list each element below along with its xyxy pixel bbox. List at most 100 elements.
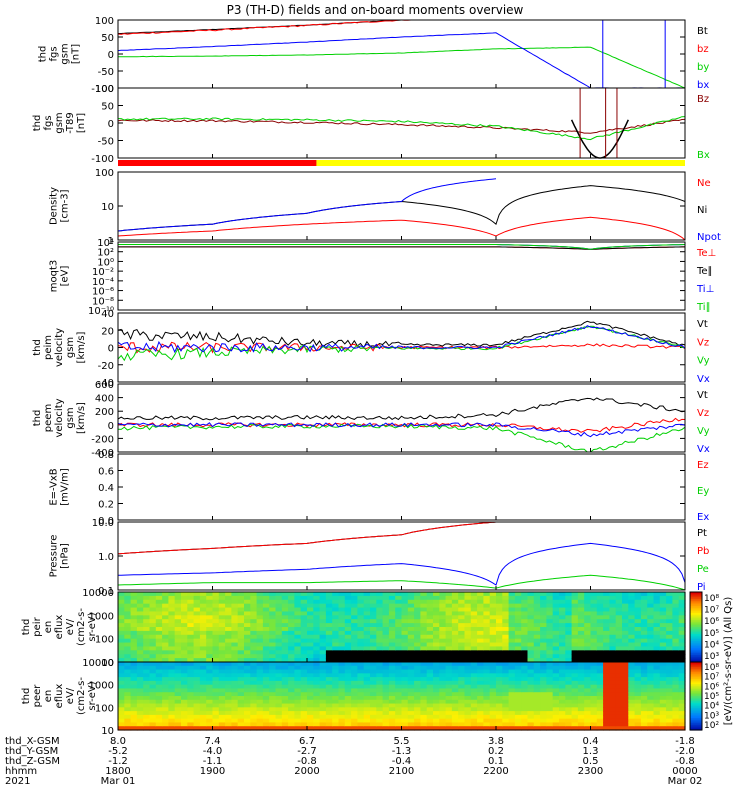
spectrogram-cell	[162, 592, 169, 597]
spectrogram-cell	[615, 634, 623, 640]
spectrogram-cell	[565, 650, 573, 655]
spectrogram-cell	[445, 603, 453, 609]
spectrogram-cell	[357, 615, 365, 620]
ion-colorbar-cell	[690, 646, 702, 649]
spectrogram-cell	[338, 638, 346, 644]
spectrogram-cell	[527, 699, 535, 705]
spectrogram-cell	[351, 696, 358, 701]
spectrogram-cell	[470, 607, 478, 613]
spectrogram-cell	[388, 592, 396, 597]
spectrogram-cell	[407, 627, 415, 632]
spectrogram-cell	[262, 669, 270, 674]
spectrogram-cell	[540, 714, 547, 720]
spectrogram-cell	[244, 673, 251, 678]
spectrogram-cell	[571, 630, 579, 636]
spectrogram-cell	[136, 711, 144, 716]
spectrogram-cell	[288, 642, 295, 648]
spectrogram-cell	[300, 722, 308, 727]
spectrogram-cell	[640, 662, 648, 667]
spectrogram-cell	[130, 611, 138, 616]
spectrogram-cell	[168, 630, 176, 636]
electron-colorbar-cell	[690, 679, 702, 682]
y-tick-label: 100	[95, 84, 114, 95]
spectrogram-cell	[634, 611, 642, 616]
spectrogram-cell	[470, 696, 478, 701]
spectrogram-cell	[559, 714, 566, 720]
spectrogram-cell	[376, 599, 384, 605]
spectrogram-cell	[168, 595, 176, 601]
spectrogram-cell	[124, 654, 132, 659]
spectrogram-cell	[464, 607, 472, 613]
spectrogram-cell	[647, 630, 655, 636]
spectrogram-cell	[269, 654, 277, 659]
y-axis-label-line: [mV/m]	[60, 468, 71, 506]
spectrogram-cell	[363, 665, 371, 671]
spectrogram-cell	[477, 654, 484, 659]
spectrogram-cell	[168, 607, 176, 613]
spectrogram-cell	[143, 673, 151, 678]
spectrogram-cell	[136, 707, 144, 712]
spectrogram-cell	[622, 654, 629, 659]
spectrogram-cell	[628, 615, 636, 620]
spectrogram-cell	[458, 607, 466, 613]
spectrogram-cell	[433, 707, 440, 712]
spectrogram-cell	[407, 658, 415, 663]
spectrogram-cell	[294, 726, 302, 731]
spectrogram-cell	[533, 699, 541, 705]
spectrogram-cell	[281, 658, 289, 663]
spectrogram-cell	[414, 703, 421, 708]
spectrogram-cell	[401, 611, 409, 616]
spectrogram-cell	[332, 654, 340, 659]
spectrogram-cell	[168, 684, 176, 690]
spectrogram-cell	[275, 703, 283, 708]
panel-frame-2	[117, 87, 686, 159]
spectrogram-cell	[496, 646, 503, 651]
spectrogram-cell	[256, 603, 264, 609]
spectrogram-cell	[370, 654, 377, 659]
spectrogram-cell	[332, 611, 340, 616]
spectrogram-cell	[351, 642, 358, 648]
spectrogram-cell	[225, 638, 232, 644]
spectrogram-cell	[218, 627, 226, 632]
spectrogram-cell	[470, 662, 478, 667]
electron-colorbar-cell	[690, 687, 702, 690]
spectrogram-cell	[546, 696, 554, 701]
spectrogram-cell	[325, 642, 333, 648]
spectrogram-cell	[376, 726, 384, 731]
spectrogram-cell	[250, 634, 258, 640]
spectrogram-cell	[363, 654, 371, 659]
spectrogram-cell	[388, 611, 396, 616]
spectrogram-cell	[426, 684, 434, 690]
spectrogram-cell	[420, 595, 428, 601]
spectrogram-cell	[508, 726, 516, 731]
spectrogram-cell	[351, 677, 358, 682]
spectrogram-cell	[212, 627, 220, 632]
spectrogram-cell	[489, 592, 497, 597]
spectrogram-cell	[508, 714, 516, 720]
spectrogram-cell	[376, 650, 384, 655]
spectrogram-cell	[634, 673, 642, 678]
spectrogram-cell	[609, 665, 617, 671]
spectrogram-cell	[640, 673, 648, 678]
spectrogram-cell	[477, 718, 484, 724]
spectrogram-cell	[489, 714, 497, 720]
spectrogram-cell	[508, 684, 516, 690]
spectrogram-cell	[464, 718, 472, 724]
spectrogram-cell	[659, 630, 667, 636]
spectrogram-cell	[401, 677, 409, 682]
spectrogram-cell	[571, 673, 579, 678]
spectrogram-cell	[672, 658, 680, 663]
spectrogram-cell	[307, 638, 314, 644]
spectrogram-cell	[609, 642, 617, 648]
spectrogram-cell	[275, 658, 283, 663]
ion-colorbar-cell	[690, 658, 702, 661]
spectrogram-cell	[395, 638, 403, 644]
spectrogram-cell	[269, 630, 277, 636]
spectrogram-cell	[540, 718, 547, 724]
spectrogram-cell	[313, 654, 321, 659]
spectrogram-cell	[546, 642, 554, 648]
spectrogram-cell	[319, 638, 327, 644]
spectrogram-cell	[193, 680, 201, 686]
spectrogram-cell	[269, 669, 277, 674]
spectrogram-cell	[451, 677, 459, 682]
